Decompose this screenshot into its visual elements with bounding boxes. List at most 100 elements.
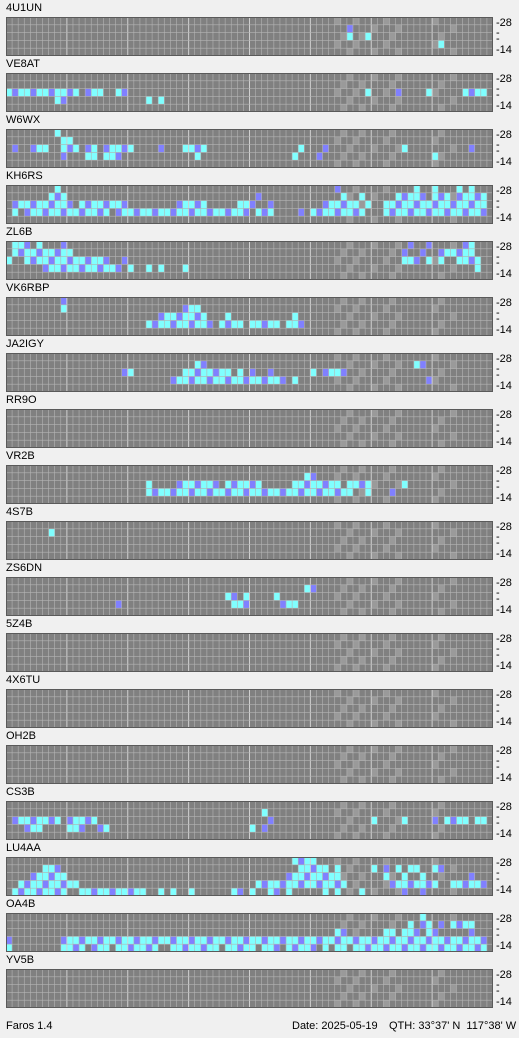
grid-cell-signal	[231, 208, 238, 217]
grid-cell-signal	[206, 488, 213, 497]
grid-cell-signal	[249, 936, 256, 945]
grid-cell-idle	[438, 129, 445, 137]
grid-cell-signal	[426, 256, 433, 265]
grid-cell-idle	[334, 88, 341, 97]
grid-cell-signal	[97, 256, 104, 265]
grid-cell-signal	[54, 864, 61, 873]
grid-cell-signal	[456, 248, 463, 257]
scale-tick: -	[496, 929, 500, 941]
grid-cell-idle	[432, 1000, 439, 1008]
grid-cell-signal	[395, 200, 402, 209]
grid-cell-idle	[450, 192, 457, 201]
grid-cell-idle	[450, 384, 457, 392]
grid-cell-signal	[30, 888, 37, 896]
grid-cell-idle	[432, 328, 439, 336]
grid-cell-signal	[66, 824, 73, 833]
grid-cell-signal	[444, 192, 451, 201]
beacon-panel: 4S7B -28- - -14	[0, 506, 519, 562]
grid-cell-signal	[121, 208, 128, 217]
grid-cell-signal	[225, 208, 232, 217]
grid-cell-signal	[340, 488, 347, 497]
grid-cell-signal	[30, 816, 37, 825]
grid-cell-idle	[438, 368, 445, 377]
grid-cell-signal	[72, 944, 80, 952]
grid-cell-signal	[133, 888, 140, 896]
grid-cell-signal	[432, 864, 439, 873]
grid-cell-signal	[389, 488, 396, 497]
grid-cell-signal	[72, 936, 80, 945]
grid-cell-idle	[340, 920, 347, 929]
grid-cell-signal	[66, 200, 73, 209]
grid-cell-idle	[383, 592, 390, 601]
grid-cell-idle	[438, 80, 445, 89]
grid-cell-signal	[426, 880, 433, 889]
grid-cell-idle	[346, 864, 353, 873]
scale-tick: -	[496, 145, 500, 157]
grid-cell-signal	[261, 824, 268, 833]
grid-cell-signal	[48, 248, 55, 257]
grid-cell-signal	[468, 920, 475, 929]
grid-cell-signal	[72, 816, 80, 825]
grid-cell-idle	[359, 320, 366, 329]
grid-cell-signal	[109, 264, 116, 273]
grid-cell-idle	[334, 304, 341, 313]
grid-cell-signal	[146, 936, 153, 945]
grid-cell-signal	[219, 320, 226, 329]
grid-cell-signal	[200, 208, 207, 217]
grid-cell-idle	[383, 712, 390, 721]
grid-cell-signal	[334, 488, 341, 497]
propagation-grid	[6, 969, 493, 1008]
grid-cell-signal	[413, 208, 420, 217]
grid-cell-signal	[468, 256, 475, 265]
grid-cell-signal	[462, 256, 469, 265]
grid-cell-signal	[194, 376, 201, 385]
grid-cell-signal	[48, 264, 55, 273]
grid-cell-signal	[273, 320, 280, 329]
grid-cell-idle	[334, 376, 341, 385]
grid-cell-signal	[24, 816, 31, 825]
grid-cell-signal	[115, 208, 122, 217]
scale-top-label: -28	[496, 17, 512, 29]
grid-cell-signal	[194, 360, 201, 369]
band-scale: -28- - -14	[494, 520, 519, 562]
scale-top-label: -28	[496, 241, 512, 253]
grid-cell-idle	[395, 913, 402, 921]
grid-cell-signal	[261, 208, 268, 217]
grid-cell-signal	[273, 488, 280, 497]
grid-cell-signal	[267, 368, 274, 377]
scale-tick: -	[496, 649, 500, 661]
grid-cell-signal	[401, 248, 408, 257]
grid-cell-idle	[383, 353, 390, 361]
grid-cell-signal	[194, 488, 201, 497]
band-scale: -28- - -14	[494, 632, 519, 674]
grid-cell-signal	[322, 880, 329, 889]
beacon-panel: CS3B -28- - -14	[0, 786, 519, 842]
grid-cell-signal	[115, 152, 122, 161]
grid-cell-signal	[359, 888, 366, 896]
grid-cell-signal	[170, 488, 177, 497]
grid-cell-signal	[231, 888, 238, 896]
grid-cell-idle	[340, 416, 347, 425]
grid-cell-idle	[438, 752, 445, 761]
grid-cell-signal	[85, 208, 92, 217]
grid-cell-signal	[85, 144, 92, 153]
grid-cell-signal	[85, 88, 92, 97]
grid-cell-signal	[304, 472, 311, 481]
grid-cell-signal	[24, 824, 31, 833]
grid-cell-signal	[286, 872, 293, 881]
grid-cell-signal	[164, 936, 171, 945]
scale-tick: -	[496, 307, 500, 319]
grid-cell-idle	[432, 857, 439, 865]
grid-cell-signal	[115, 944, 122, 952]
grid-cell-idle	[334, 640, 341, 649]
grid-cell-signal	[438, 920, 445, 929]
grid-cell-signal	[334, 944, 341, 952]
grid-cell-signal	[310, 936, 317, 945]
grid-cell-signal	[310, 584, 317, 593]
grid-cell-idle	[371, 48, 378, 56]
grid-cell-signal	[30, 208, 37, 217]
grid-cell-signal	[267, 376, 274, 385]
grid-cell-signal	[6, 256, 13, 265]
grid-cell-idle	[450, 216, 457, 224]
scale-tick: -	[496, 761, 500, 773]
